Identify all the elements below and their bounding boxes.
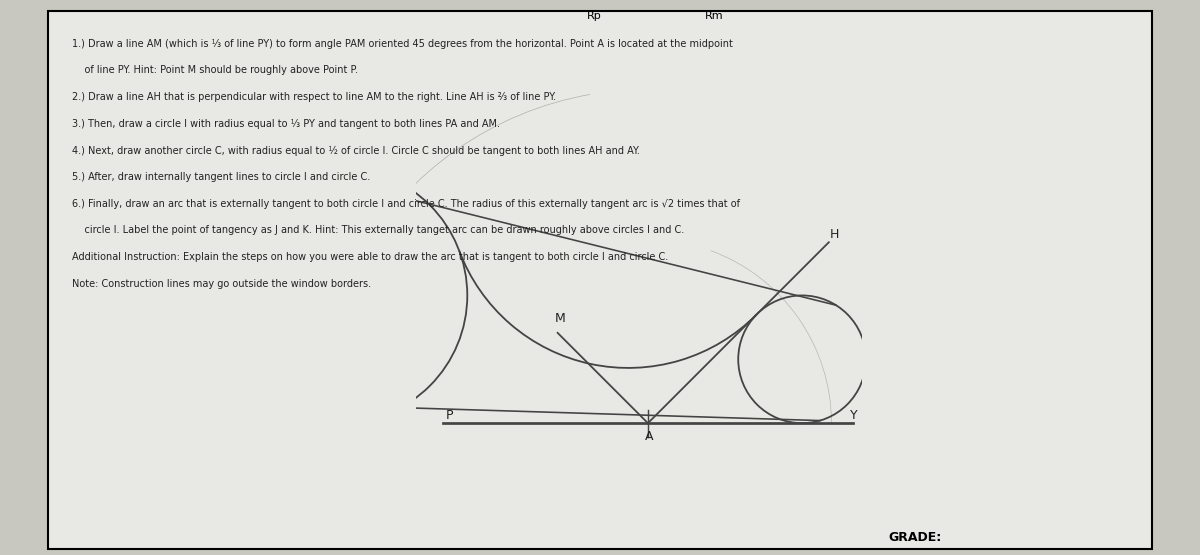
Text: circle I. Label the point of tangency as J and K. Hint: This externally tanget a: circle I. Label the point of tangency as… xyxy=(72,225,684,235)
Text: Y: Y xyxy=(850,408,858,422)
Text: 1.) Draw a line AM (which is ⅓ of line PY) to form angle PAM oriented 45 degrees: 1.) Draw a line AM (which is ⅓ of line P… xyxy=(72,39,733,49)
Text: of line PY. Hint: Point M should be roughly above Point P.: of line PY. Hint: Point M should be roug… xyxy=(72,65,358,75)
Text: A: A xyxy=(644,430,653,443)
Text: Rp: Rp xyxy=(587,11,601,21)
Text: 3.) Then, draw a circle I with radius equal to ⅓ PY and tangent to both lines PA: 3.) Then, draw a circle I with radius eq… xyxy=(72,119,500,129)
Text: P: P xyxy=(445,408,454,422)
Text: GRADE:: GRADE: xyxy=(888,531,941,544)
Text: H: H xyxy=(829,228,839,241)
Text: 6.) Finally, draw an arc that is externally tangent to both circle I and circle : 6.) Finally, draw an arc that is externa… xyxy=(72,199,740,209)
Text: 5.) After, draw internally tangent lines to circle I and circle C.: 5.) After, draw internally tangent lines… xyxy=(72,172,371,182)
Text: Rm: Rm xyxy=(704,11,724,21)
Text: 4.) Next, draw another circle C, with radius equal to ½ of circle I. Circle C sh: 4.) Next, draw another circle C, with ra… xyxy=(72,145,640,155)
Text: M: M xyxy=(554,312,565,325)
Text: Additional Instruction: Explain the steps on how you were able to draw the arc t: Additional Instruction: Explain the step… xyxy=(72,252,668,262)
Text: 2.) Draw a line AH that is perpendicular with respect to line AM to the right. L: 2.) Draw a line AH that is perpendicular… xyxy=(72,92,556,102)
Text: Note: Construction lines may go outside the window borders.: Note: Construction lines may go outside … xyxy=(72,279,371,289)
